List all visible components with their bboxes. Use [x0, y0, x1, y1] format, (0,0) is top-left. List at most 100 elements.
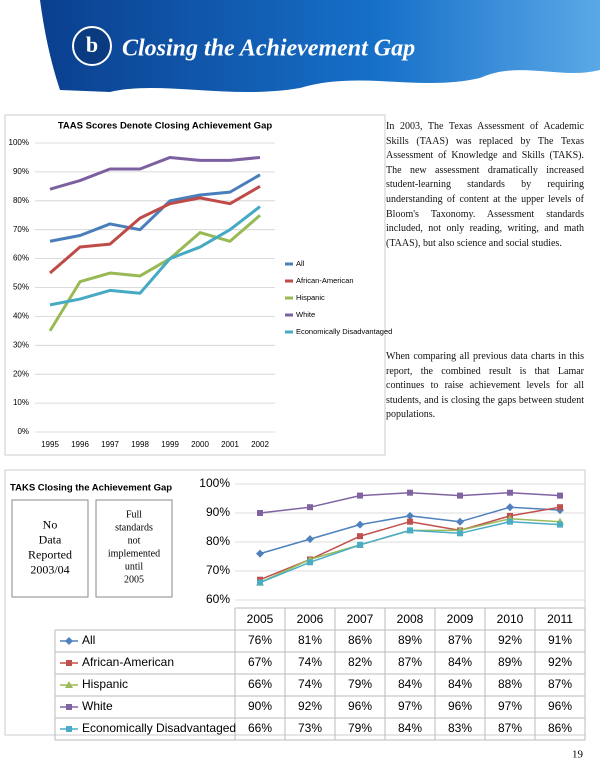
y-tick-label: 60% — [206, 592, 230, 606]
marker — [407, 518, 413, 525]
x-tick-label: 2009 — [447, 612, 474, 626]
marker — [66, 704, 72, 710]
table-cell: 79% — [348, 721, 372, 735]
table-cell: 73% — [298, 721, 322, 735]
chart-frame — [4, 114, 386, 456]
marker — [457, 492, 463, 499]
paragraph: In 2003, The Texas Assessment of Academi… — [386, 121, 584, 249]
x-tick-label: 2006 — [297, 612, 324, 626]
table-cell: 66% — [248, 721, 272, 735]
marker — [307, 504, 313, 511]
y-tick-label: 90% — [13, 167, 29, 176]
marker — [557, 492, 563, 499]
legend-label: Economically Disadvantaged — [296, 327, 392, 336]
marker — [257, 579, 263, 586]
series-line — [49, 173, 261, 243]
legend-label: Hispanic — [82, 677, 128, 691]
marker — [257, 510, 263, 516]
marker — [307, 559, 313, 566]
x-tick-label: 2007 — [347, 612, 374, 626]
table-cell: 87% — [498, 721, 522, 735]
legend-label: All — [82, 633, 95, 647]
marker — [506, 503, 514, 512]
y-tick-label: 70% — [206, 563, 230, 577]
chart-title: TAAS Scores Denote Closing Achievement G… — [58, 121, 273, 132]
legend-label: All — [296, 259, 305, 268]
marker — [357, 533, 363, 540]
table-cell: 84% — [448, 677, 472, 691]
y-tick-label: 100% — [199, 476, 230, 490]
table-cell: 67% — [248, 655, 272, 669]
x-tick-label: 1998 — [131, 440, 149, 449]
y-tick-label: 10% — [13, 398, 29, 407]
chart-title: TAKS Closing the Achievement Gap — [10, 483, 172, 494]
table-cell: 88% — [498, 677, 522, 691]
note-box — [11, 499, 89, 598]
marker — [507, 489, 513, 496]
table-cell: 87% — [548, 677, 572, 691]
series-line — [49, 185, 261, 275]
x-tick-label: 2010 — [497, 612, 524, 626]
table-cell: 76% — [248, 633, 272, 647]
table-cell: 91% — [548, 633, 572, 647]
y-tick-label: 70% — [13, 225, 29, 234]
marker — [357, 492, 363, 499]
legend-label: White — [82, 699, 113, 713]
x-tick-label: 2005 — [247, 612, 274, 626]
marker — [256, 549, 264, 558]
marker — [65, 681, 73, 688]
legend-label: African-American — [82, 655, 174, 669]
table-cell: 82% — [348, 655, 372, 669]
marker — [306, 535, 314, 544]
logo-letter: b — [86, 32, 98, 57]
table-cell: 83% — [448, 721, 472, 735]
marker — [66, 660, 72, 666]
table-cell: 92% — [548, 655, 572, 669]
table-cell: 96% — [348, 699, 372, 713]
table-cell: 90% — [248, 699, 272, 713]
y-tick-label: 0% — [17, 427, 29, 436]
table-cell: 79% — [348, 677, 372, 691]
chart-frame — [4, 469, 586, 736]
paragraph: When comparing all previous data charts … — [386, 351, 584, 421]
note-box — [95, 499, 173, 598]
table-cell: 87% — [398, 655, 422, 669]
note-text: Full standards not implemented until 2005 — [108, 510, 160, 586]
legend-label: Economically Disadvantaged — [82, 721, 236, 735]
table-cell: 74% — [298, 677, 322, 691]
y-tick-label: 40% — [13, 312, 29, 321]
table-cell: 92% — [498, 633, 522, 647]
series-line — [49, 155, 261, 191]
marker — [457, 530, 463, 537]
marker — [407, 527, 413, 534]
table-cell: 96% — [548, 699, 572, 713]
marker — [557, 521, 563, 528]
table-cell: 92% — [298, 699, 322, 713]
x-tick-label: 2002 — [251, 440, 269, 449]
table-cell: 97% — [398, 699, 422, 713]
x-tick-label: 1995 — [41, 440, 59, 449]
table-cell: 84% — [398, 677, 422, 691]
table-cell: 87% — [448, 633, 472, 647]
marker — [66, 726, 72, 732]
table-cell: 89% — [398, 633, 422, 647]
x-tick-label: 1996 — [71, 440, 89, 449]
marker — [456, 517, 464, 526]
marker — [356, 520, 364, 529]
legend-label: Hispanic — [296, 293, 325, 302]
marker — [406, 511, 414, 520]
table-cell: 81% — [298, 633, 322, 647]
marker — [65, 637, 73, 645]
marker — [507, 518, 513, 525]
legend-label: African-American — [296, 276, 354, 285]
table-cell: 84% — [448, 655, 472, 669]
y-tick-label: 50% — [13, 283, 29, 292]
y-tick-label: 90% — [206, 505, 230, 519]
table-cell: 74% — [298, 655, 322, 669]
y-tick-label: 80% — [206, 534, 230, 548]
marker — [407, 489, 413, 496]
table-cell: 86% — [548, 721, 572, 735]
page-title: Closing the Achievement Gap — [122, 36, 415, 62]
